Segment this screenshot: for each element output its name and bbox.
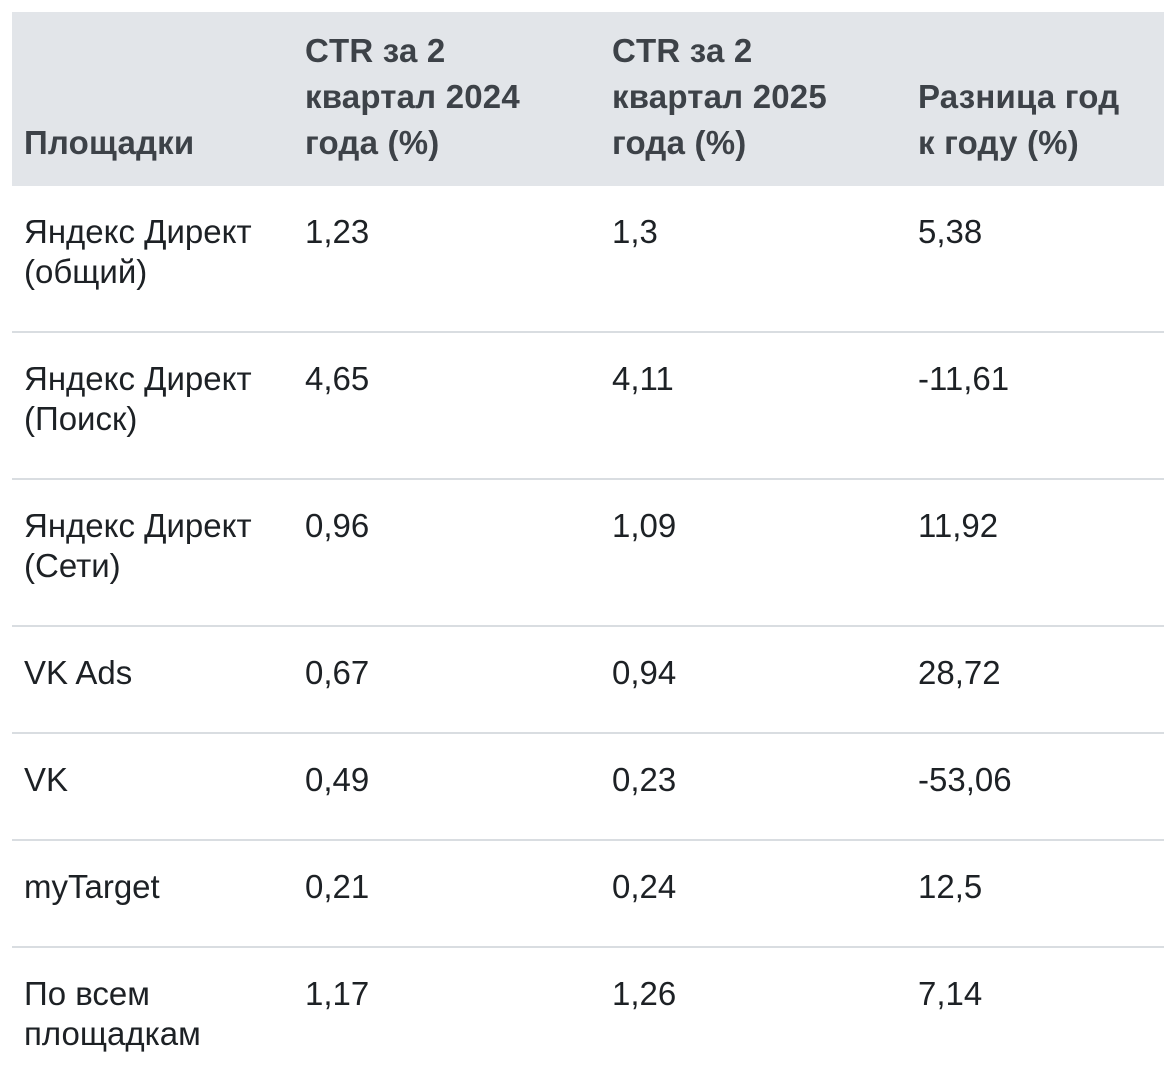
yoy-diff-cell: 7,14 bbox=[918, 975, 983, 1012]
column-header-ctr-2025: CTR за 2 квартал 2025 года (%) bbox=[600, 12, 906, 186]
ctr-q2-2024-cell: 0,96 bbox=[293, 479, 600, 627]
ctr-q2-2025-cell: 1,3 bbox=[600, 186, 906, 333]
column-header-ctr-2024: CTR за 2 квартал 2024 года (%) bbox=[293, 12, 600, 186]
ctr-q2-2024-cell: 0,21 bbox=[293, 840, 600, 948]
yoy-diff-cell: -53,06 bbox=[906, 733, 1164, 841]
table-row: VK 0,49 0,23 -53,06 bbox=[12, 733, 1164, 841]
table-row: Яндекс Директ (общий) 1,23 1,3 5,38 bbox=[12, 186, 1164, 333]
yoy-diff-cell: -11,61 bbox=[906, 332, 1164, 480]
yoy-diff-cell: 28,72 bbox=[906, 626, 1164, 734]
table-row: myTarget 0,21 0,24 12,5 bbox=[12, 840, 1164, 948]
yoy-diff-cell: 12,5 bbox=[906, 840, 1164, 948]
ctr-q2-2025-cell: 1,26 bbox=[612, 975, 677, 1012]
ctr-q2-2024-cell: 0,67 bbox=[293, 626, 600, 734]
platform-name-cell: myTarget bbox=[12, 840, 293, 948]
ctr-q2-2024-cell: 1,23 bbox=[293, 186, 600, 333]
ctr-q2-2025-cell: 0,23 bbox=[600, 733, 906, 841]
platform-name-cell: Яндекс Директ (Сети) bbox=[12, 479, 293, 627]
ctr-q2-2024-cell: 0,49 bbox=[293, 733, 600, 841]
yoy-diff-cell: 5,38 bbox=[906, 186, 1164, 333]
ctr-q2-2025-cell: 4,11 bbox=[600, 332, 906, 480]
ctr-q2-2025-cell: 1,09 bbox=[600, 479, 906, 627]
platform-name-cell: По всем площадкам bbox=[24, 975, 201, 1052]
ctr-q2-2024-cell: 4,65 bbox=[293, 332, 600, 480]
column-header-yoy-diff: Разница год к году (%) bbox=[906, 12, 1164, 186]
platform-name-cell: VK bbox=[12, 733, 293, 841]
table-row: Яндекс Директ (Поиск) 4,65 4,11 -11,61 bbox=[12, 332, 1164, 480]
platform-name-cell: Яндекс Директ (Поиск) bbox=[12, 332, 293, 480]
yoy-diff-cell: 11,92 bbox=[906, 479, 1164, 627]
ctr-q2-2025-cell: 0,94 bbox=[600, 626, 906, 734]
platform-name-cell: Яндекс Директ (общий) bbox=[12, 186, 293, 333]
ctr-q2-2024-cell: 1,17 bbox=[305, 975, 370, 1012]
ctr-q2-2025-cell: 0,24 bbox=[600, 840, 906, 948]
column-header-platform: Площадки bbox=[12, 12, 293, 186]
table-row: По всем площадкам 1,17 1,26 7,14 bbox=[12, 947, 1164, 1083]
platform-name-cell: VK Ads bbox=[12, 626, 293, 734]
table-header-row: Площадки CTR за 2 квартал 2024 года (%) … bbox=[12, 12, 1164, 186]
table-row: Яндекс Директ (Сети) 0,96 1,09 11,92 bbox=[12, 479, 1164, 627]
ctr-comparison-table: Площадки CTR за 2 квартал 2024 года (%) … bbox=[12, 12, 1164, 1083]
table-row: VK Ads 0,67 0,94 28,72 bbox=[12, 626, 1164, 734]
